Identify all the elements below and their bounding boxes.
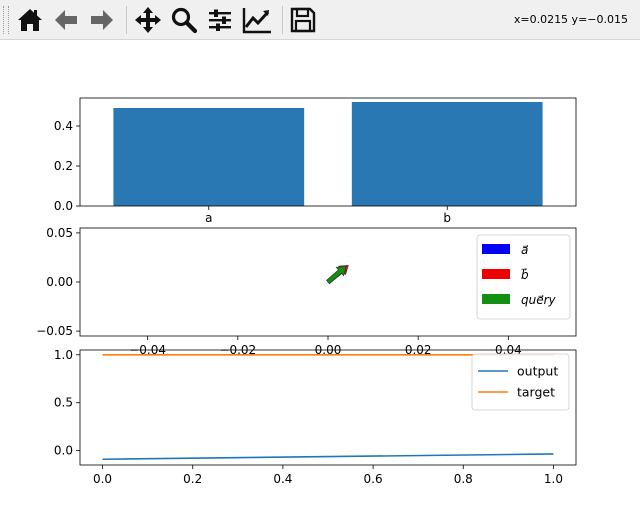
bar-a (113, 108, 305, 206)
home-button[interactable] (14, 4, 46, 36)
configure-subplots-button[interactable] (204, 4, 236, 36)
x-tick-label: 1.0 (544, 472, 563, 486)
y-tick-label: 0.0 (54, 444, 73, 458)
back-button[interactable] (50, 4, 82, 36)
x-tick-label: 0.2 (183, 472, 202, 486)
legend-label-0: a⃗ (521, 243, 529, 257)
bar-b (351, 102, 543, 206)
home-icon (18, 9, 42, 31)
quiver-arrow-2 (326, 265, 347, 285)
bar-chart-axes[interactable]: 0.0 0.2 0.4 a b (54, 97, 577, 225)
navigation-toolbar: x=0.0215 y=−0.015 (0, 0, 640, 40)
y-tick-label: 0.05 (46, 226, 73, 240)
toolbar-separator (126, 6, 127, 34)
configure-subplots-icon (209, 9, 231, 31)
series-line-output (102, 453, 554, 461)
forward-arrow-icon (91, 10, 113, 30)
y-tick-label: −0.05 (36, 324, 73, 338)
y-tick-label: 0.5 (54, 396, 73, 410)
legend-label-2: que⃗ry (521, 293, 557, 307)
save-floppy-icon (290, 7, 316, 33)
y-tick-label: 0.0 (54, 199, 73, 213)
legend-swatch-0 (482, 244, 510, 254)
y-tick-label: 1.0 (54, 348, 73, 362)
x-tick-label-b: b (443, 211, 451, 225)
legend-box (471, 353, 570, 411)
axes-frame (79, 349, 577, 466)
y-tick-label: 0.2 (54, 159, 73, 173)
toolbar-grip[interactable] (3, 6, 9, 34)
toolbar-separator (282, 6, 283, 34)
zoom-magnifier-icon (171, 7, 198, 34)
y-tick-label: 0.00 (46, 275, 73, 289)
legend-swatch-1 (482, 269, 510, 279)
x-tick-label: 0.8 (454, 472, 473, 486)
x-tick-label: 0.0 (93, 472, 112, 486)
line-chart-axes[interactable]: 0.0 0.5 1.0 0.0 0.2 0.4 0.6 0.8 1.0 output target (54, 348, 577, 486)
back-arrow-icon (55, 10, 77, 30)
edit-axes-button[interactable] (241, 4, 273, 36)
forward-button[interactable] (86, 4, 118, 36)
axes-frame (79, 97, 577, 207)
edit-axes-icon (242, 8, 271, 34)
quiver-chart-axes[interactable]: −0.050.000.05−0.04 −0.02 0.00 0.02 0.04a⃗b⃗q… (36, 226, 577, 357)
cursor-coordinates: x=0.0215 y=−0.015 (513, 13, 628, 26)
legend-label-1: b⃗ (521, 268, 529, 282)
save-button[interactable] (287, 4, 319, 36)
legend-label-output: output (517, 364, 558, 379)
y-tick-label: 0.4 (54, 119, 73, 133)
pan-move-icon (135, 7, 161, 33)
x-tick-label-a: a (205, 211, 212, 225)
figure-canvas[interactable]: 0.00.20.4a b −0.050.000.05−0.04 −0.02 0.00 0… (0, 40, 640, 520)
legend-swatch-2 (482, 294, 510, 304)
x-tick-label: 0.6 (364, 472, 383, 486)
pan-button[interactable] (132, 4, 164, 36)
zoom-button[interactable] (168, 4, 200, 36)
legend-label-target: target (517, 385, 555, 400)
x-tick-label: 0.4 (273, 472, 292, 486)
